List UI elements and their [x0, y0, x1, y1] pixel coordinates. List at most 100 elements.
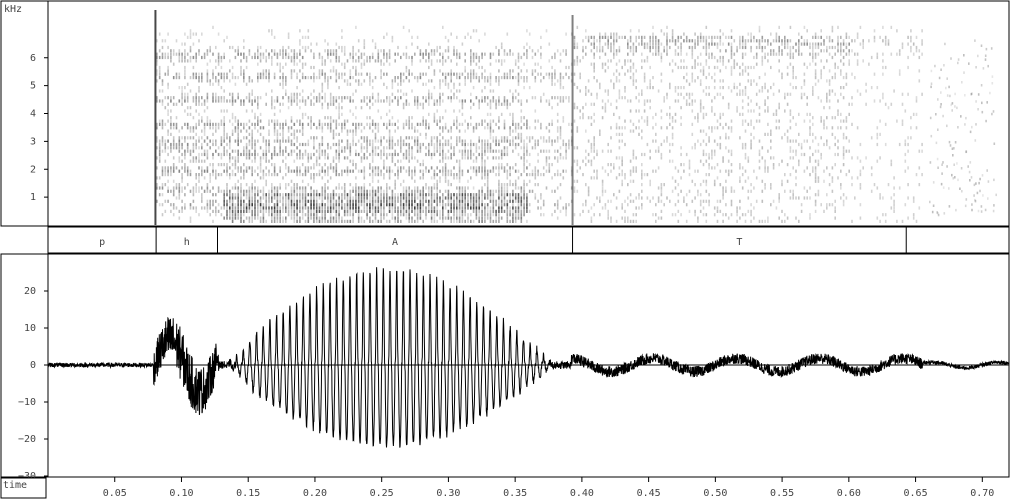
spectrogram-cell	[158, 176, 161, 180]
spectrogram-cell	[186, 166, 189, 170]
spectrogram-cell	[655, 122, 657, 126]
spectrogram-cell	[299, 166, 301, 170]
spectrogram-cell	[299, 206, 301, 210]
spectrogram-cell	[391, 169, 394, 173]
spectrogram-cell	[369, 106, 371, 110]
spectrogram-cell	[257, 119, 259, 123]
spectrogram-cell	[537, 62, 539, 66]
spectrogram-cell	[534, 166, 537, 170]
spectrogram-cell	[643, 42, 646, 46]
spectrogram-cell	[666, 126, 668, 130]
spectrogram-cell	[498, 49, 500, 53]
spectrogram-cell	[781, 179, 783, 183]
spectrogram-cell	[248, 196, 251, 200]
spectrogram-cell	[683, 199, 685, 203]
spectrogram-cell	[262, 186, 265, 190]
spectrogram-cell	[231, 156, 234, 160]
spectrogram-cell	[442, 166, 444, 170]
spectrogram-cell	[500, 112, 503, 116]
spectrogram-cell	[461, 169, 464, 173]
spectrogram-cell	[198, 189, 200, 193]
spectrogram-cell	[562, 139, 565, 143]
spectrogram-cell	[789, 62, 792, 66]
spectrogram-cell	[416, 106, 419, 110]
spectrogram-cell	[775, 35, 778, 39]
spectrogram-cell	[304, 199, 307, 203]
spectrogram-cell	[363, 173, 366, 177]
spectrogram-cell	[747, 39, 750, 43]
spectrogram-cell	[251, 213, 253, 217]
spectrogram-cell	[556, 96, 559, 100]
spectrogram-cell	[464, 139, 466, 143]
spectrogram-cell	[764, 52, 766, 56]
spectrogram-cell	[371, 102, 374, 106]
spectrogram-cell	[243, 79, 245, 83]
spectrogram-cell	[419, 199, 422, 203]
spectrogram-cell	[234, 55, 237, 60]
spectrogram-cell	[402, 79, 405, 83]
spectrogram-cell	[156, 126, 158, 130]
spectrogram-cell	[719, 142, 722, 147]
spectrogram-cell	[402, 152, 405, 157]
spectrogram-cell	[273, 193, 276, 197]
spectrogram-cell	[725, 49, 727, 53]
spectrogram-cell	[680, 146, 682, 150]
spectrogram-cell	[688, 96, 691, 100]
spectrogram-cell	[341, 99, 343, 103]
spectrogram-cell	[727, 126, 730, 130]
spectrogram-cell	[282, 45, 284, 50]
spectrogram-cell	[534, 173, 537, 177]
spectrogram-cell	[189, 29, 192, 33]
spectrogram-cell	[520, 116, 523, 120]
spectrogram-cell	[439, 119, 441, 123]
spectrogram-cell	[352, 142, 354, 147]
spectrogram-cell	[442, 159, 444, 163]
spectrogram-cell	[175, 72, 178, 76]
spectrogram-cell	[248, 193, 251, 197]
spectrogram-cell	[514, 199, 517, 203]
spectrogram-cell	[621, 169, 623, 173]
spectrogram-cell	[287, 196, 290, 200]
spectrogram-cell	[254, 99, 256, 103]
spectrogram-cell	[304, 193, 307, 197]
spectrogram-cell	[621, 173, 623, 177]
spectrogram-cell	[419, 132, 422, 136]
spectrogram-cell	[273, 52, 276, 56]
spectrogram-cell	[231, 99, 234, 103]
spectrogram-cell	[397, 169, 399, 173]
spectrogram-cell	[472, 206, 475, 210]
spectrogram-cell	[753, 79, 755, 83]
spectrogram-cell	[405, 216, 408, 220]
spectrogram-cell	[282, 79, 284, 83]
spectrogram-cell	[231, 173, 234, 177]
spectrogram-cell	[195, 52, 197, 56]
spectrogram-cell	[276, 139, 279, 143]
spectrogram-cell	[716, 126, 719, 130]
spectrogram-cell	[604, 203, 607, 207]
spectrogram-cell	[363, 156, 366, 160]
spectrogram-cell	[212, 92, 214, 96]
spectrogram-cell	[178, 146, 181, 150]
spectrogram-cell	[461, 199, 464, 203]
spectrogram-cell	[680, 35, 682, 39]
spectrogram-cell	[223, 193, 225, 197]
spectrogram-cell	[259, 119, 262, 123]
spectrogram-cell	[215, 129, 217, 133]
spectrogram-cell	[341, 146, 343, 150]
spectrogram-cell	[394, 199, 396, 203]
spectrogram-cell	[545, 72, 548, 76]
spectrogram-cell	[585, 86, 587, 90]
spectrogram-cell	[164, 199, 167, 203]
spectrogram-cell	[371, 186, 374, 190]
spectrogram-cell	[582, 209, 584, 213]
spectrogram-cell	[397, 173, 399, 177]
spectrogram-cell	[293, 149, 296, 153]
spectrogram-cell	[433, 183, 436, 187]
spectrogram-cell	[512, 206, 514, 210]
spectrogram-cell	[371, 176, 374, 180]
spectrogram-cell	[629, 29, 632, 33]
spectrogram-cell	[338, 96, 340, 100]
spectrogram-cell	[599, 49, 601, 53]
spectrogram-cell	[189, 112, 192, 116]
spectrogram-cell	[400, 206, 402, 210]
